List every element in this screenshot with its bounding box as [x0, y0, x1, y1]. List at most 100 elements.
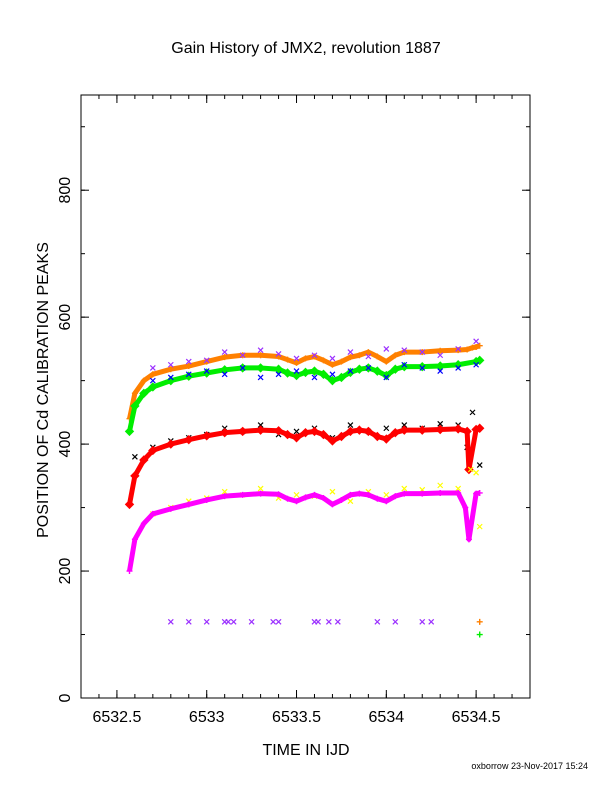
y-tick-label: 600: [57, 304, 74, 331]
x-tick-label: 6532.5: [92, 709, 141, 726]
data-point: [401, 361, 408, 368]
y-tick-label: 800: [57, 177, 74, 204]
data-point: [467, 466, 474, 473]
data-point: [257, 485, 264, 492]
data-point: [167, 374, 174, 381]
data-point: [428, 618, 435, 625]
data-point: [383, 345, 390, 352]
data-point: [419, 365, 426, 371]
data-point: [437, 482, 444, 489]
data-point: [401, 485, 408, 492]
x-axis-label: TIME IN IJD: [262, 742, 349, 759]
data-point: [365, 365, 372, 371]
data-point: [383, 491, 390, 498]
data-point: [347, 349, 354, 355]
data-point: [315, 618, 321, 625]
x-axis-ticks: 6532.5 6533 6533.5 6534 6534.5: [80, 95, 531, 726]
data-point: [325, 618, 332, 625]
data-point: [203, 357, 210, 364]
series-1: [149, 338, 480, 371]
series-trace: [127, 490, 481, 572]
data-point: [257, 374, 264, 381]
data-point: [392, 618, 399, 625]
data-point: [476, 523, 483, 530]
x-tick-label: 6534: [369, 709, 405, 726]
data-point: [347, 422, 354, 428]
data-point: [469, 409, 476, 416]
chart-title: Gain History of JMX2, revolution 1887: [171, 40, 441, 57]
y-axis-label: POSITION OF Cd CALIBRATION PEAKS: [35, 242, 52, 538]
data-point: [329, 488, 336, 495]
data-point: [437, 368, 444, 375]
data-point: [455, 345, 462, 352]
data-point: [476, 631, 483, 638]
data-point: [476, 618, 483, 625]
plot-frame: [80, 94, 531, 699]
data-point: [419, 618, 426, 625]
data-point: [383, 374, 390, 381]
data-point: [455, 485, 462, 492]
data-point: [185, 371, 192, 378]
series-3: [149, 361, 480, 384]
data-point: [230, 618, 237, 625]
series-trace: [127, 357, 481, 432]
data-point: [239, 352, 246, 359]
data-point: [270, 618, 277, 625]
data-point: [329, 355, 336, 362]
data-point: [419, 349, 426, 355]
data-point: [473, 361, 480, 368]
data-point: [311, 352, 318, 359]
series-9: [476, 618, 483, 625]
series-2: [124, 355, 485, 437]
data-point: [347, 498, 354, 505]
data-points: [124, 338, 485, 638]
data-point: [248, 618, 255, 625]
data-point: [401, 422, 408, 428]
data-point: [203, 368, 210, 375]
data-point: [476, 462, 483, 468]
data-point: [203, 618, 210, 625]
data-point: [293, 491, 300, 498]
x-tick-label: 6533: [189, 709, 225, 726]
y-tick-label: 200: [57, 558, 74, 585]
data-point: [221, 349, 228, 355]
data-point: [374, 618, 381, 625]
data-point: [293, 368, 300, 375]
data-point: [455, 365, 462, 371]
data-point: [225, 618, 232, 625]
data-point: [437, 420, 444, 427]
y-axis-ticks: 0 200 400 600 800: [57, 126, 530, 702]
data-point: [473, 338, 480, 345]
series-10: [476, 631, 483, 638]
data-point: [275, 371, 282, 378]
data-point: [365, 353, 372, 360]
series-trace: [127, 343, 481, 420]
data-point: [149, 377, 156, 384]
data-point: [347, 368, 354, 375]
data-point: [185, 618, 192, 625]
series-0: [126, 342, 483, 422]
y-tick-label: 400: [57, 431, 74, 458]
data-point: [293, 428, 300, 435]
data-point: [437, 352, 444, 359]
data-point: [221, 371, 228, 378]
data-point: [257, 422, 264, 428]
data-point: [167, 618, 174, 625]
data-point: [311, 374, 318, 381]
data-point: [149, 365, 156, 371]
credit-label: oxborrow 23-Nov-2017 15:24: [471, 761, 588, 771]
series-5: [124, 423, 485, 510]
data-point: [334, 618, 341, 625]
x-tick-label: 6534.5: [452, 709, 501, 726]
y-tick-label: 0: [57, 693, 74, 702]
series-trace: [127, 425, 481, 505]
data-point: [239, 365, 246, 371]
data-point: [221, 488, 228, 495]
data-point: [257, 347, 264, 354]
data-point: [383, 425, 390, 432]
data-point: [131, 453, 138, 460]
data-point: [275, 618, 282, 625]
data-point: [167, 361, 174, 368]
data-point: [185, 358, 192, 365]
